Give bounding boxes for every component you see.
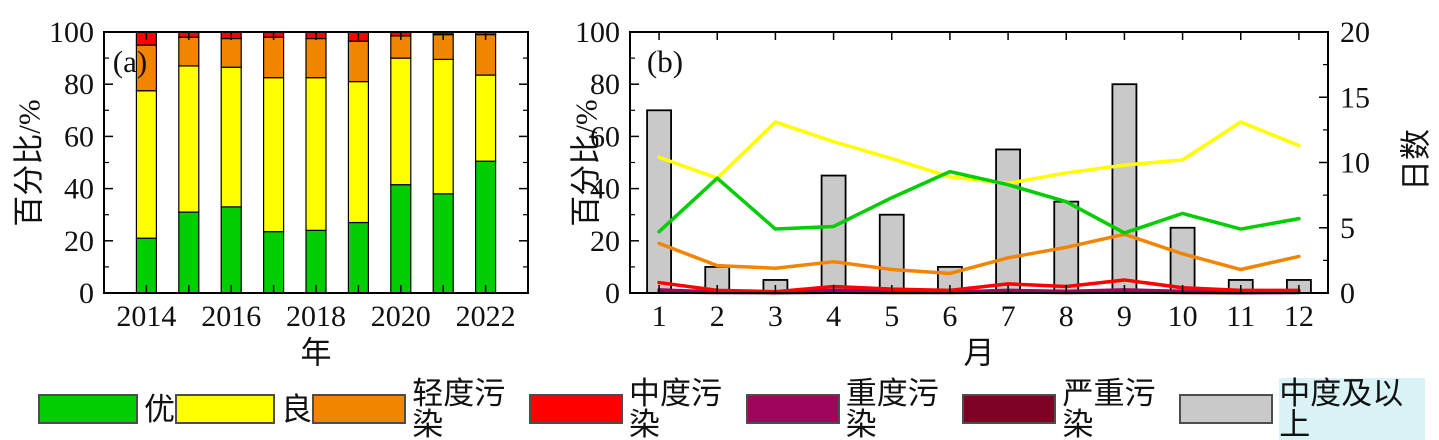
svg-text:20: 20 — [64, 225, 94, 258]
panel-a-x-axis-title: 年 — [300, 335, 332, 371]
svg-text:20: 20 — [1340, 16, 1370, 49]
legend: 优 良 轻度污染 中度污染 重度污染 严重污染 中度及以上 — [38, 378, 1425, 440]
svg-text:8: 8 — [1059, 300, 1074, 333]
legend-label: 良 — [281, 391, 312, 427]
legend-swatch — [312, 394, 407, 424]
legend-swatch — [528, 394, 623, 424]
legend-item-6: 严重污染 — [962, 378, 1179, 440]
legend-label: 严重污染 — [1062, 376, 1156, 440]
svg-text:0: 0 — [605, 277, 620, 310]
svg-text:2022: 2022 — [456, 300, 516, 333]
legend-label: 中度污染 — [628, 376, 722, 440]
svg-text:20: 20 — [590, 225, 620, 258]
svg-text:2014: 2014 — [116, 300, 176, 333]
svg-text:2018: 2018 — [286, 300, 346, 333]
svg-text:2: 2 — [710, 300, 725, 333]
svg-text:40: 40 — [64, 173, 94, 206]
legend-swatch — [175, 394, 275, 424]
legend-item-4: 中度污染 — [528, 376, 746, 440]
legend-swatch — [745, 394, 840, 424]
svg-text:9: 9 — [1117, 300, 1132, 333]
panel-b-x-axis-title: 月 — [963, 335, 995, 371]
svg-text:40: 40 — [590, 173, 620, 206]
svg-text:3: 3 — [768, 300, 783, 333]
svg-text:7: 7 — [1001, 300, 1016, 333]
panel-a-chart: 0 20 40 60 80 100 2014 2016 2018 2020 2022 — [49, 16, 529, 333]
legend-swatch — [962, 394, 1057, 424]
panel-a-label: (a) — [112, 44, 148, 79]
legend-item-2: 良 — [175, 394, 312, 425]
svg-text:100: 100 — [49, 16, 94, 49]
legend-item-3: 轻度污染 — [312, 378, 529, 440]
svg-text:5: 5 — [884, 300, 899, 333]
legend-label: 重度污染 — [845, 376, 939, 440]
svg-text:80: 80 — [590, 68, 620, 101]
svg-text:6: 6 — [942, 300, 957, 333]
svg-text:15: 15 — [1340, 81, 1370, 114]
legend-label: 优 — [144, 391, 175, 427]
legend-label: 中度及以上 — [1279, 378, 1425, 440]
svg-text:2020: 2020 — [371, 300, 431, 333]
svg-text:100: 100 — [575, 16, 620, 49]
svg-text:0: 0 — [79, 277, 94, 310]
svg-text:60: 60 — [590, 120, 620, 153]
panel-b-y-axis-title: 百分比/% — [568, 99, 604, 227]
legend-item-5: 重度污染 — [745, 376, 963, 440]
svg-text:11: 11 — [1226, 300, 1255, 333]
svg-text:1: 1 — [652, 300, 667, 333]
svg-text:10: 10 — [1168, 300, 1198, 333]
legend-item-1: 优 — [38, 394, 175, 425]
legend-label: 轻度污染 — [412, 376, 506, 440]
svg-text:60: 60 — [64, 120, 94, 153]
legend-swatch — [38, 394, 138, 424]
svg-text:5: 5 — [1340, 212, 1355, 245]
svg-text:4: 4 — [826, 300, 841, 333]
panel-b-right-axis-title: 日数 — [1398, 129, 1434, 191]
svg-text:2016: 2016 — [201, 300, 261, 333]
svg-text:12: 12 — [1284, 300, 1314, 333]
svg-text:80: 80 — [64, 68, 94, 101]
svg-text:0: 0 — [1340, 277, 1355, 310]
legend-item-7: 中度及以上 — [1179, 378, 1425, 440]
panel-b-label: (b) — [646, 44, 684, 79]
svg-text:10: 10 — [1340, 147, 1370, 180]
legend-swatch — [1179, 394, 1274, 424]
panel-a-y-axis-title: 百分比/% — [11, 99, 47, 227]
